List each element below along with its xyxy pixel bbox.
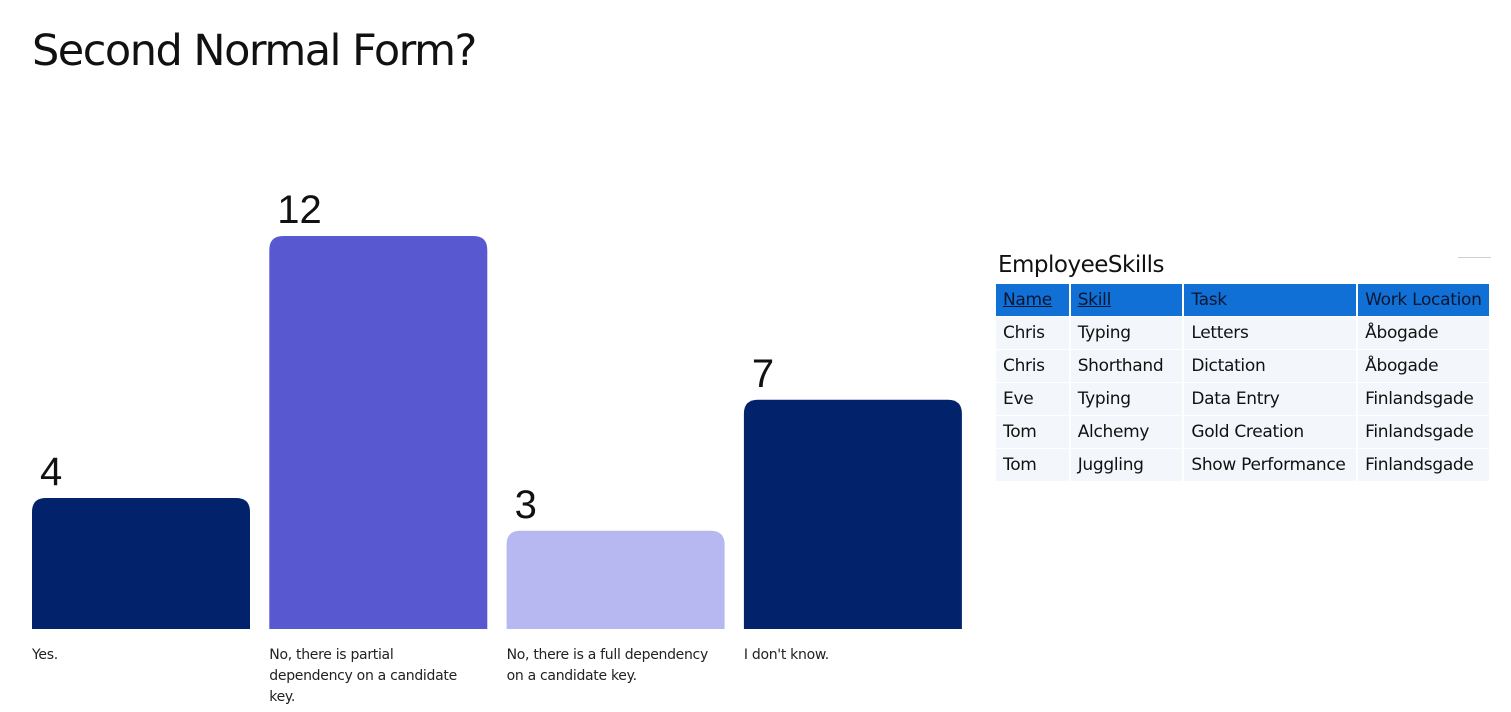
column-header-skill: Skill	[1069, 284, 1185, 317]
table-cell: Alchemy	[1069, 415, 1185, 449]
employee-skills-table: Name Skill Task Work Location Chris Typi…	[996, 284, 1491, 481]
table-cell: Shorthand	[1069, 349, 1185, 383]
table-row: Eve Typing Data Entry Finlandsgade	[996, 382, 1491, 416]
table-row: Chris Typing Letters Åbogade	[996, 316, 1491, 350]
table-cell: Chris	[996, 316, 1071, 350]
table-title: EmployeeSkills	[998, 252, 1164, 278]
bar-1	[32, 498, 250, 629]
bar-3	[506, 530, 725, 629]
table-cell: Finlandsgade	[1357, 382, 1491, 416]
table-cell: Show Performance	[1183, 448, 1359, 481]
table-cell: Typing	[1069, 316, 1185, 350]
table-cell: Eve	[996, 382, 1071, 416]
table-cell: Typing	[1069, 382, 1185, 416]
poll-bar-chart: 4 12 3 7	[32, 188, 962, 629]
column-header-name: Name	[996, 284, 1071, 317]
bar-value-label: 12	[277, 188, 322, 232]
category-label: No, there is a full dependency on a cand…	[506, 647, 709, 684]
table-cell: Åbogade	[1357, 349, 1491, 383]
decorative-line	[1458, 257, 1491, 258]
table-cell: Gold Creation	[1183, 415, 1359, 449]
table-cell: Letters	[1183, 316, 1359, 350]
category-label: Yes.	[32, 647, 58, 663]
table-cell: Finlandsgade	[1357, 415, 1491, 449]
employee-skills-table-panel: EmployeeSkills Name Skill Task Work Loca…	[996, 250, 1491, 481]
bar-value-label: 7	[752, 352, 774, 396]
table-row: Chris Shorthand Dictation Åbogade	[996, 349, 1491, 383]
column-header-task: Task	[1183, 284, 1359, 317]
table-cell: Chris	[996, 349, 1071, 383]
table-cell: Tom	[996, 448, 1071, 481]
table-cell: Finlandsgade	[1357, 448, 1491, 481]
table-cell: Juggling	[1069, 448, 1185, 481]
table-cell: Åbogade	[1357, 316, 1491, 350]
category-label: No, there is partial dependency on a can…	[269, 647, 457, 705]
table-cell: Tom	[996, 415, 1071, 449]
table-row: Tom Alchemy Gold Creation Finlandsgade	[996, 415, 1491, 449]
bar-value-label: 3	[515, 483, 537, 527]
bar-4	[743, 399, 962, 629]
table-cell: Data Entry	[1183, 382, 1359, 416]
table-cell: Dictation	[1183, 349, 1359, 383]
table-header-row: Name Skill Task Work Location	[996, 284, 1491, 317]
slide-title: Second Normal Form?	[32, 26, 477, 76]
table-row: Tom Juggling Show Performance Finlandsga…	[996, 448, 1491, 481]
category-label: I don't know.	[743, 647, 829, 663]
bar-2	[269, 236, 488, 629]
bar-value-label: 4	[40, 450, 62, 494]
column-header-work-location: Work Location	[1357, 284, 1491, 317]
